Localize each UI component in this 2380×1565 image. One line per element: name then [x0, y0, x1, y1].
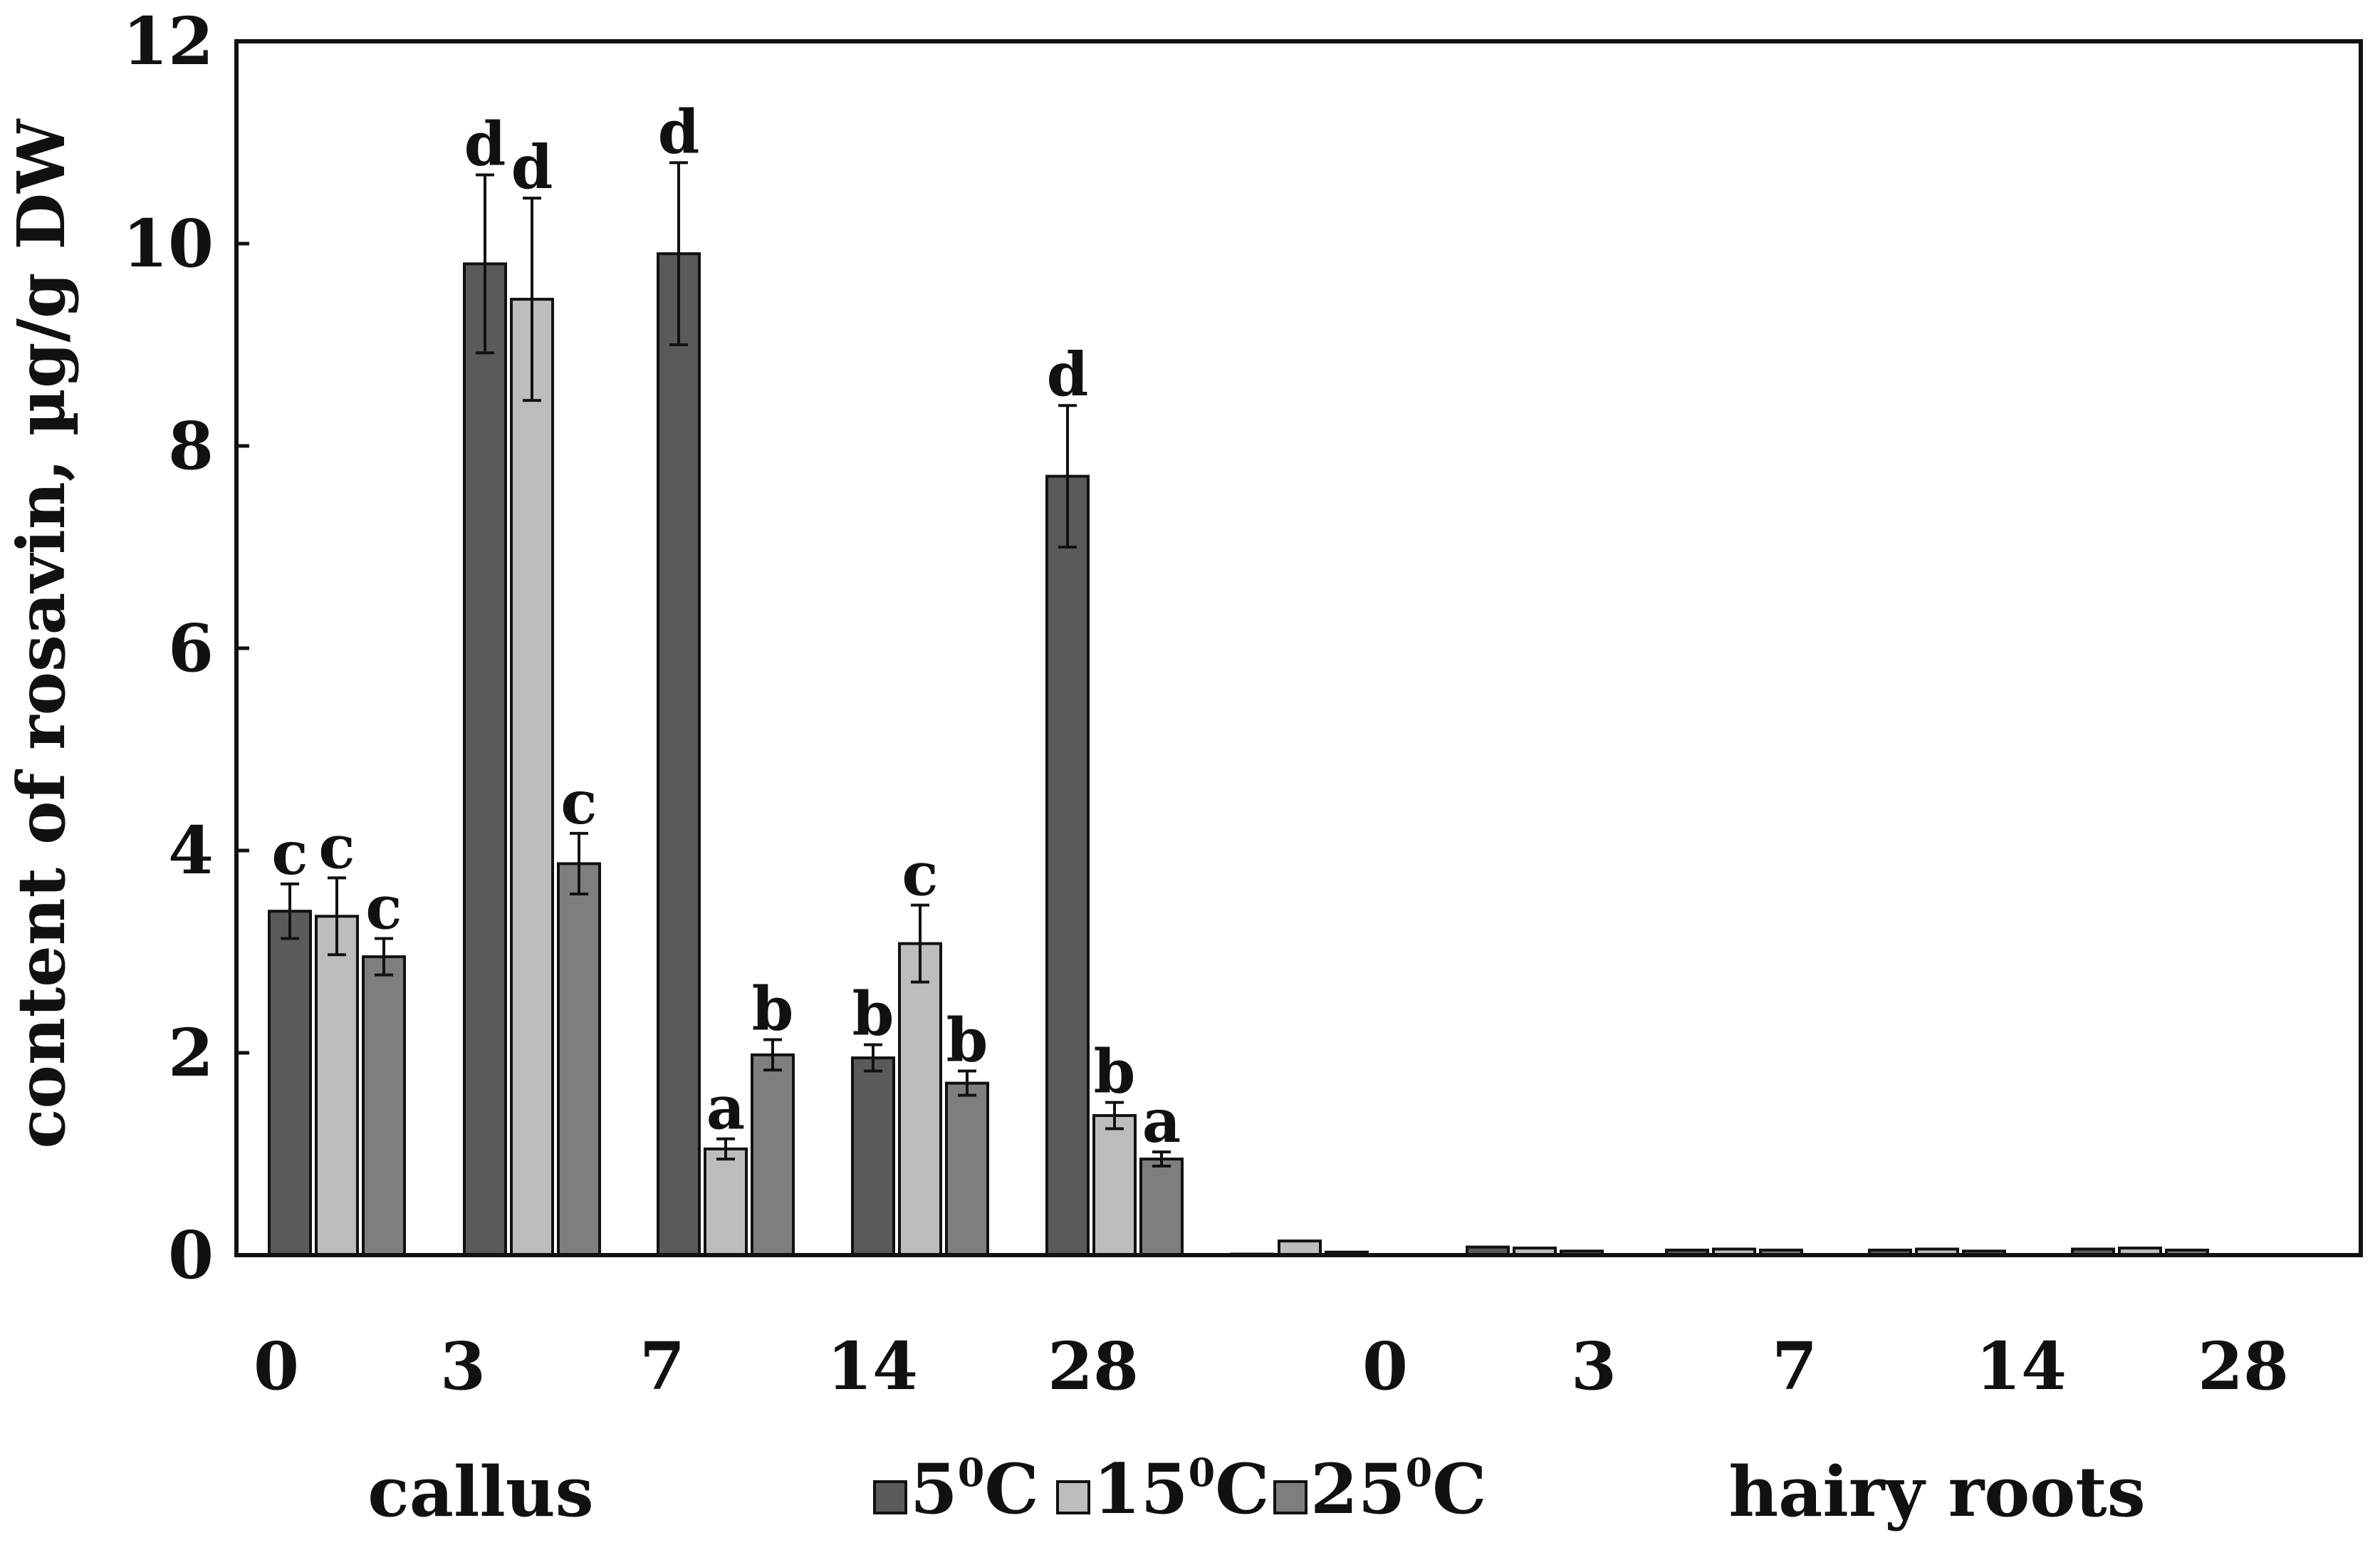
legend-swatch	[1056, 1480, 1090, 1514]
legend-swatch	[873, 1480, 907, 1514]
bar-callus-14-series-1	[898, 942, 942, 1257]
legend-label-degree: 0	[958, 1450, 985, 1495]
x-tick-label: 14	[1975, 1328, 2067, 1405]
group-label-hairy-roots: hairy roots	[1728, 1452, 2145, 1532]
y-tick-label: 10	[122, 205, 214, 282]
bar-callus-7-series-0	[657, 252, 701, 1257]
legend-label: 150C	[1093, 1449, 1270, 1529]
significance-letter: c	[560, 767, 597, 838]
significance-letter: b	[946, 1005, 988, 1076]
y-tick-label: 6	[168, 610, 214, 687]
bar-callus-28-series-0	[1045, 474, 1090, 1257]
bar-callus-28-series-2	[1139, 1158, 1184, 1257]
significance-letter: d	[1047, 339, 1089, 410]
legend-label-unit: C	[1215, 1449, 1269, 1529]
x-tick-label: 28	[1048, 1328, 1139, 1405]
legend-label-value: 5	[910, 1449, 958, 1529]
y-axis-ticks: 0 2 4 6 8 10 12	[122, 3, 249, 1294]
significance-letter: a	[706, 1073, 745, 1143]
x-tick-label: 0	[254, 1328, 299, 1405]
x-tick-label: 7	[640, 1328, 685, 1405]
significance-letter: d	[464, 108, 506, 179]
bar-callus-0-series-0	[268, 910, 312, 1257]
x-axis-category-labels: 0 3 7 14 28 0 3 7 14 28	[254, 1328, 2289, 1405]
bar-callus-7-series-1	[704, 1147, 748, 1257]
significance-letter: c	[271, 818, 308, 888]
significance-letter: a	[1142, 1086, 1181, 1156]
legend-label-value: 25	[1310, 1449, 1406, 1529]
legend-swatch	[1273, 1480, 1308, 1514]
legend-label: 50C	[910, 1449, 1039, 1529]
legend-label-unit: C	[1432, 1449, 1486, 1529]
significance-letter: d	[511, 132, 553, 202]
significance-letter: c	[318, 811, 355, 882]
significance-letter: b	[1094, 1036, 1136, 1107]
x-tick-label: 3	[440, 1328, 486, 1405]
significance-letter: d	[658, 96, 700, 167]
x-tick-label: 0	[1362, 1328, 1408, 1405]
group-label-callus: callus	[367, 1452, 593, 1532]
legend-label-degree: 0	[1189, 1450, 1216, 1495]
error-bars-layer	[281, 161, 1171, 1168]
y-tick-label: 12	[122, 3, 214, 80]
x-tick-label: 3	[1571, 1328, 1617, 1405]
significance-letter: c	[902, 839, 938, 910]
x-tick-label: 14	[827, 1328, 918, 1405]
significance-letter: b	[852, 979, 894, 1049]
legend-label-degree: 0	[1406, 1450, 1433, 1495]
significance-letter: c	[365, 873, 402, 943]
y-tick-label: 8	[168, 407, 214, 484]
bar-callus-28-series-1	[1092, 1114, 1137, 1257]
bar-callus-0-series-2	[362, 955, 406, 1257]
bar-callus-7-series-2	[751, 1053, 795, 1257]
bar-callus-3-series-2	[557, 862, 601, 1257]
legend: 50C 150C 250C	[873, 1449, 1487, 1529]
legend-label: 250C	[1310, 1449, 1487, 1529]
bar-callus-3-series-1	[510, 298, 554, 1257]
bar-callus-0-series-1	[315, 915, 359, 1257]
significance-letter: b	[752, 974, 794, 1044]
legend-label-unit: C	[984, 1449, 1038, 1529]
bar-callus-14-series-0	[851, 1056, 895, 1257]
bar-callus-3-series-0	[463, 262, 507, 1257]
bar-callus-14-series-2	[945, 1081, 989, 1257]
legend-label-value: 15	[1093, 1449, 1189, 1529]
x-tick-label: 7	[1772, 1328, 1817, 1405]
y-tick-label: 0	[168, 1217, 214, 1294]
plot-frame	[234, 39, 2363, 1257]
x-tick-label: 28	[2198, 1328, 2289, 1405]
y-axis-title: content of rosavin, µg/g DW	[3, 118, 80, 1149]
y-tick-label: 4	[168, 812, 214, 889]
bars-layer	[268, 252, 2209, 1257]
y-tick-label: 2	[168, 1014, 214, 1091]
